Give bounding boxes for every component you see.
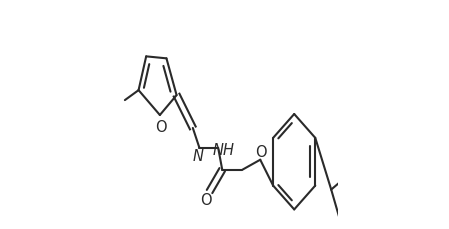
Text: N: N: [193, 149, 204, 164]
Text: O: O: [200, 193, 212, 208]
Text: O: O: [255, 145, 267, 160]
Text: O: O: [155, 120, 167, 135]
Text: NH: NH: [213, 143, 235, 158]
